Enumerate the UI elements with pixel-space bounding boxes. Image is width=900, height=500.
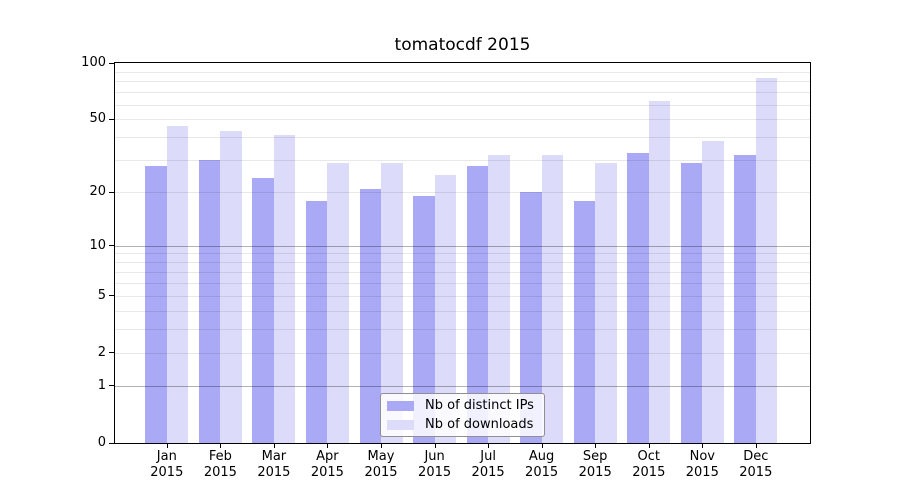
bar-distinct-ips-may [359, 188, 381, 443]
minor-gridline [115, 119, 810, 121]
bar-downloads-jan [166, 126, 189, 443]
minor-gridline [115, 295, 810, 297]
bar-downloads-aug [541, 155, 564, 443]
minor-gridline [115, 328, 810, 330]
minor-gridline [115, 271, 810, 273]
minor-gridline [115, 71, 810, 73]
minor-gridline [115, 262, 810, 264]
y-tick [109, 191, 115, 193]
legend-swatch-downloads-icon [387, 419, 414, 430]
plot-area [114, 62, 811, 444]
minor-gridline [115, 282, 810, 284]
x-tick [755, 443, 757, 448]
minor-gridline [115, 352, 810, 354]
minor-gridline [115, 104, 810, 106]
x-tick-label-jan: Jan 2015 [150, 449, 184, 480]
bar-distinct-ips-aug [520, 192, 542, 443]
bar-distinct-ips-nov [680, 163, 703, 443]
minor-gridline [115, 137, 810, 139]
major-gridline [115, 385, 810, 387]
minor-gridline [115, 310, 810, 312]
y-tick [109, 442, 115, 444]
minor-gridline [115, 81, 810, 83]
y-tick [109, 245, 115, 247]
x-tick-label-jul: Jul 2015 [471, 449, 505, 480]
y-tick-label: 0 [97, 435, 106, 450]
y-tick [109, 295, 115, 296]
legend: Nb of distinct IPs Nb of downloads [380, 393, 545, 437]
legend-label-distinct-ips: Nb of distinct IPs [425, 397, 534, 413]
x-tick [648, 443, 650, 448]
y-tick-label: 50 [89, 111, 106, 127]
bar-distinct-ips-oct [627, 152, 649, 443]
x-tick [220, 443, 222, 448]
legend-item-distinct-ips: Nb of distinct IPs [387, 398, 544, 414]
x-tick-label-feb: Feb 2015 [203, 449, 237, 480]
bar-distinct-ips-apr [305, 200, 328, 443]
y-tick [109, 385, 115, 387]
x-tick-label-dec: Dec 2015 [739, 449, 773, 480]
x-tick [434, 443, 436, 448]
chart-title: tomatocdf 2015 [394, 35, 531, 55]
bar-distinct-ips-jul [466, 165, 489, 443]
x-tick-label-nov: Nov 2015 [685, 449, 719, 480]
x-tick-label-sep: Sep 2015 [578, 449, 612, 480]
x-tick-label-aug: Aug 2015 [525, 449, 559, 480]
bar-distinct-ips-jun [413, 196, 435, 443]
x-tick [541, 443, 543, 448]
bar-downloads-may [381, 163, 403, 443]
bar-downloads-jun [434, 174, 457, 443]
bar-distinct-ips-dec [734, 155, 756, 443]
minor-gridline [115, 92, 810, 93]
bar-distinct-ips-jan [145, 165, 167, 443]
legend-swatch-distinct-ips-icon [387, 400, 414, 411]
bar-downloads-jul [488, 155, 510, 443]
bar-distinct-ips-mar [252, 178, 274, 443]
x-tick [702, 443, 704, 448]
bar-downloads-nov [702, 141, 724, 443]
x-tick [381, 443, 382, 448]
y-tick-label: 1 [97, 377, 106, 393]
bar-downloads-feb [220, 131, 242, 443]
x-tick [327, 443, 329, 448]
x-tick [273, 443, 275, 448]
x-tick-label-jun: Jun 2015 [418, 449, 452, 480]
x-tick [488, 443, 490, 448]
x-tick-label-apr: Apr 2015 [310, 449, 344, 480]
bar-downloads-oct [648, 100, 671, 443]
minor-gridline [115, 160, 810, 162]
y-tick-label: 10 [89, 237, 106, 253]
x-tick [166, 443, 168, 448]
bar-downloads-mar [273, 135, 296, 443]
bar-downloads-apr [327, 163, 349, 443]
bar-distinct-ips-feb [198, 160, 221, 443]
x-tick-label-may: May 2015 [364, 449, 398, 480]
legend-label-downloads: Nb of downloads [425, 416, 534, 432]
bar-downloads-dec [755, 78, 778, 443]
y-tick-label: 5 [97, 287, 106, 303]
y-tick [109, 352, 115, 353]
x-tick [595, 443, 597, 448]
y-tick [109, 118, 115, 120]
x-tick-label-mar: Mar 2015 [257, 449, 291, 480]
bar-distinct-ips-sep [573, 200, 596, 443]
y-tick-label: 2 [97, 344, 106, 360]
y-tick-label: 20 [89, 184, 106, 200]
y-tick [109, 62, 115, 64]
minor-gridline [115, 253, 810, 255]
bar-downloads-sep [595, 163, 617, 443]
minor-gridline [115, 192, 810, 194]
y-tick-label: 100 [81, 55, 106, 70]
legend-item-downloads: Nb of downloads [387, 417, 544, 433]
x-tick-label-oct: Oct 2015 [632, 449, 666, 480]
major-gridline [115, 245, 810, 247]
